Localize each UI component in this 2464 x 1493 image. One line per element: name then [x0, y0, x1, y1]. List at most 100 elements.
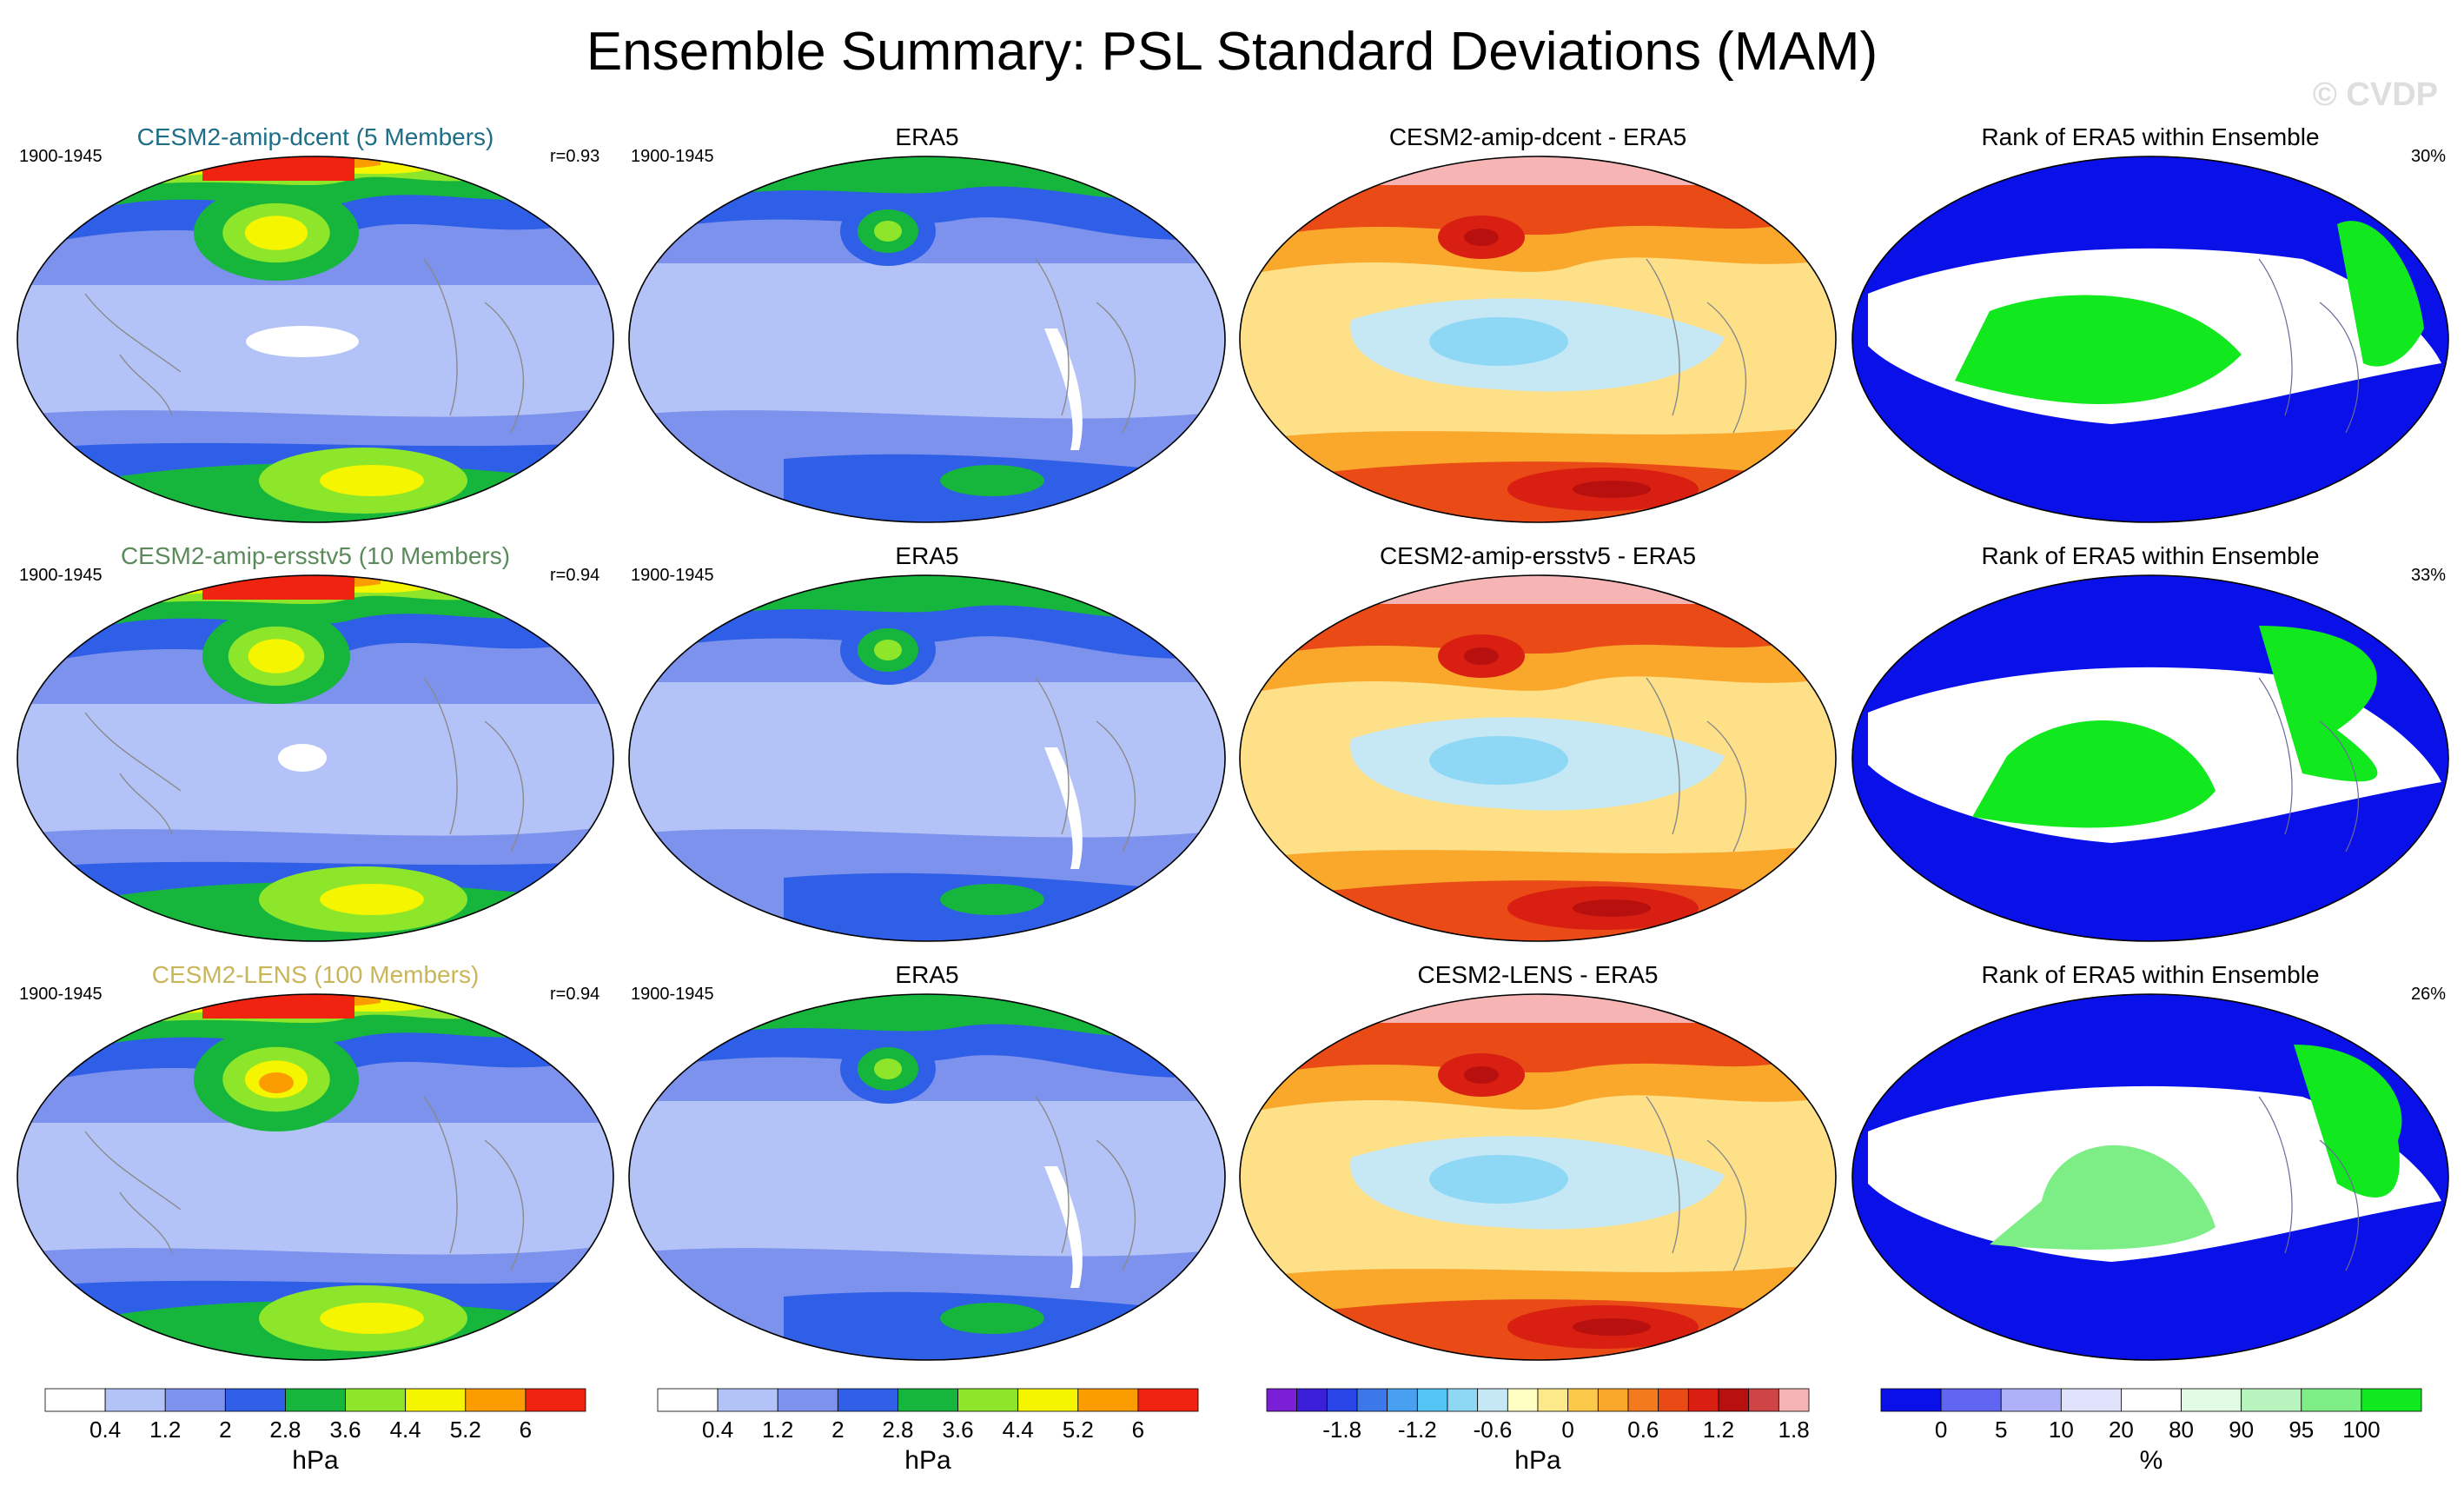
colorbar-swatch	[1077, 1388, 1139, 1412]
colorbar-swatch	[1748, 1388, 1779, 1412]
colorbar-swatch	[44, 1388, 106, 1412]
rank-panel-title: Rank of ERA5 within Ensemble	[1981, 542, 2320, 569]
colorbar-swatch	[2060, 1388, 2122, 1412]
colorbar-swatch	[1687, 1388, 1719, 1412]
colorbar-tick-label: 2.8	[882, 1417, 913, 1443]
colorbar-swatch	[657, 1388, 719, 1412]
model-period-label: 1900-1945	[19, 985, 103, 1004]
colorbar-swatch	[1477, 1388, 1508, 1412]
colorbar-tick-label: 5.2	[450, 1417, 481, 1443]
colorbar-swatch	[1880, 1388, 1942, 1412]
colorbar-tick-label: 0	[1935, 1417, 1947, 1443]
obs-period-label: 1900-1945	[631, 147, 714, 166]
colorbar-tick-label: 2.8	[269, 1417, 301, 1443]
colorbar-tick-label: 80	[2169, 1417, 2194, 1443]
colorbar-swatch	[957, 1388, 1019, 1412]
obs-std-map	[627, 155, 1227, 524]
colorbar-tick-label: 2	[831, 1417, 844, 1443]
colorbar-swatch	[525, 1388, 586, 1412]
colorbar-tick-label: -1.2	[1398, 1417, 1437, 1443]
colorbar-swatch	[1940, 1388, 2002, 1412]
rank-percent-label: 33%	[2411, 566, 2447, 585]
difference-map	[1238, 155, 1838, 524]
colorbar-tick-label: 95	[2288, 1417, 2314, 1443]
colorbar-swatch	[164, 1388, 226, 1412]
colorbar-tick-label: 5	[1995, 1417, 2007, 1443]
colorbar-swatch	[405, 1388, 467, 1412]
difference-map	[1238, 992, 1838, 1362]
colorbar-swatch	[898, 1388, 958, 1412]
rank-map	[1851, 992, 2450, 1362]
rank-panel-title: Rank of ERA5 within Ensemble	[1981, 123, 2320, 150]
obs-std-map	[627, 992, 1227, 1362]
colorbar-swatch	[285, 1388, 346, 1412]
obs-panel-title: ERA5	[895, 542, 959, 569]
colorbar-tick-label: 2	[219, 1417, 231, 1443]
rank-map	[1851, 155, 2450, 524]
model-std-map	[16, 155, 615, 524]
colorbar-swatch	[1718, 1388, 1750, 1412]
model-std-map	[16, 992, 615, 1362]
model-period-label: 1900-1945	[19, 566, 103, 585]
rank-percent-label: 30%	[2411, 147, 2447, 166]
colorbar-tick-label: 6	[1132, 1417, 1144, 1443]
colorbar-swatch	[1296, 1388, 1328, 1412]
diff-panel-title: CESM2-amip-ersstv5 - ERA5	[1379, 542, 1697, 569]
colorbar-swatch	[465, 1388, 527, 1412]
difference-map	[1238, 574, 1838, 943]
colorbar: 0.4 1.2 2 2.8 3.6 4.4 5.2 6 hPa	[44, 1388, 586, 1484]
colorbar-swatch	[1658, 1388, 1689, 1412]
colorbar-tick-label: -1.8	[1322, 1417, 1361, 1443]
colorbar-tick-label: 100	[2342, 1417, 2380, 1443]
colorbar-swatch	[1356, 1388, 1388, 1412]
model-panel-title: CESM2-amip-ersstv5 (10 Members)	[120, 542, 511, 569]
colorbar-swatch	[1627, 1388, 1659, 1412]
model-panel-title: CESM2-amip-dcent (5 Members)	[136, 123, 494, 150]
diff-panel-title: CESM2-LENS - ERA5	[1417, 961, 1659, 988]
colorbar-tick-label: 3.6	[942, 1417, 973, 1443]
colorbar-swatch	[837, 1388, 898, 1412]
colorbar-swatch	[224, 1388, 286, 1412]
colorbar-tick-label: 4.4	[1003, 1417, 1034, 1443]
colorbar-swatch	[345, 1388, 407, 1412]
obs-period-label: 1900-1945	[631, 566, 714, 585]
colorbar-tick-label: 1.8	[1778, 1417, 1810, 1443]
colorbar-swatch	[1567, 1388, 1599, 1412]
pattern-correlation-label: r=0.93	[550, 147, 600, 166]
colorbar-unit-label: hPa	[292, 1446, 339, 1475]
colorbar-swatch	[1017, 1388, 1079, 1412]
colorbar-swatch	[1778, 1388, 1810, 1412]
colorbar-swatch	[777, 1388, 838, 1412]
colorbar-swatch	[1137, 1388, 1199, 1412]
colorbar-unit-label: hPa	[904, 1446, 951, 1475]
colorbar-swatch	[2181, 1388, 2242, 1412]
model-period-label: 1900-1945	[19, 147, 103, 166]
colorbar-unit-label: hPa	[1514, 1446, 1561, 1475]
colorbar-swatch	[1537, 1388, 1569, 1412]
obs-panel-title: ERA5	[895, 123, 959, 150]
colorbar-tick-label: 1.2	[762, 1417, 793, 1443]
colorbar-tick-label: 1.2	[1703, 1417, 1734, 1443]
colorbar-tick-label: 1.2	[149, 1417, 181, 1443]
colorbar-swatch	[104, 1388, 166, 1412]
model-panel-title: CESM2-LENS (100 Members)	[151, 961, 480, 988]
colorbar-tick-label: 20	[2109, 1417, 2134, 1443]
colorbar: 0 5 10 20 80 90 95 100%	[1880, 1388, 2422, 1484]
colorbar-swatch	[1507, 1388, 1539, 1412]
rank-percent-label: 26%	[2411, 985, 2447, 1004]
colorbar-swatch	[2241, 1388, 2302, 1412]
colorbar-swatch	[2361, 1388, 2422, 1412]
colorbar-swatch	[1266, 1388, 1298, 1412]
colorbar-tick-label: 0.4	[702, 1417, 733, 1443]
diff-panel-title: CESM2-amip-dcent - ERA5	[1388, 123, 1687, 150]
pattern-correlation-label: r=0.94	[550, 566, 600, 585]
colorbar-unit-label: %	[2140, 1446, 2163, 1475]
colorbar-tick-label: 3.6	[329, 1417, 361, 1443]
colorbar-swatch	[1597, 1388, 1629, 1412]
rank-map	[1851, 574, 2450, 943]
colorbar-tick-label: 10	[2049, 1417, 2074, 1443]
colorbar-tick-label: -0.6	[1474, 1417, 1513, 1443]
obs-period-label: 1900-1945	[631, 985, 714, 1004]
obs-std-map	[627, 574, 1227, 943]
colorbar-swatch	[1326, 1388, 1358, 1412]
